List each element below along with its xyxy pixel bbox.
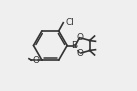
Text: Cl: Cl [66, 18, 75, 27]
Text: O: O [77, 49, 84, 58]
Text: O: O [33, 56, 40, 65]
Text: O: O [77, 33, 84, 42]
Text: B: B [71, 41, 78, 50]
